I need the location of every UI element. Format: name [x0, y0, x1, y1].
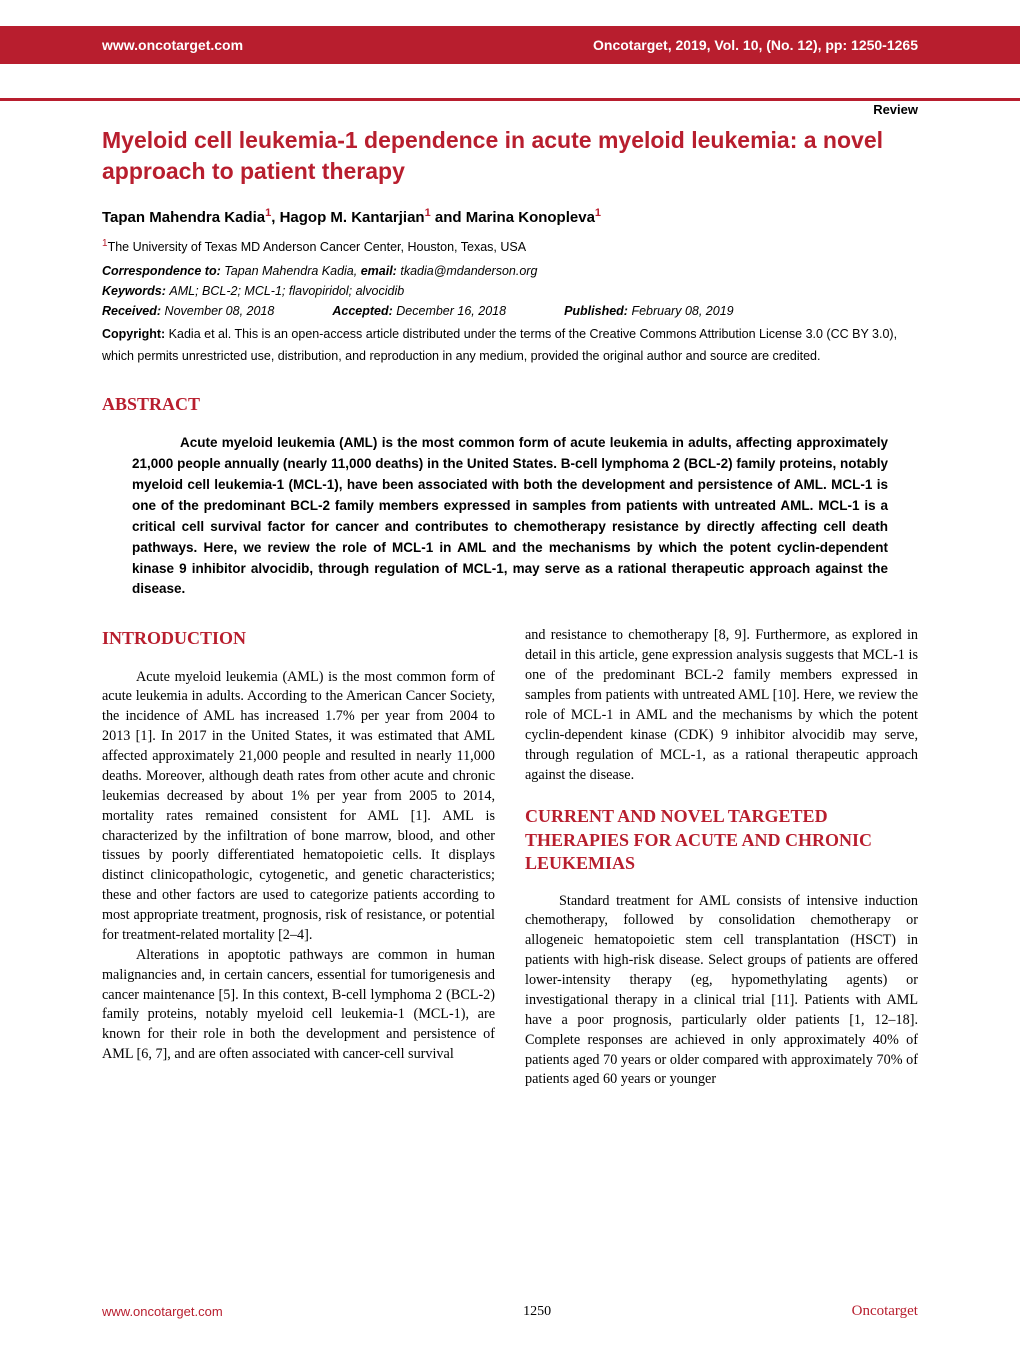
author-1: Tapan Mahendra Kadia1 [102, 209, 271, 226]
header-site-url: www.oncotarget.com [102, 37, 243, 53]
footer-page-number: 1250 [523, 1304, 551, 1320]
right-column: and resistance to chemotherapy [8, 9]. F… [525, 626, 918, 1090]
article-title: Myeloid cell leukemia-1 dependence in ac… [102, 125, 918, 187]
authors-line: Tapan Mahendra Kadia1, Hagop M. Kantarji… [102, 207, 918, 226]
article-type-label: Review [102, 102, 918, 117]
received-date: November 08, 2018 [165, 304, 275, 318]
introduction-heading: INTRODUCTION [102, 626, 495, 651]
header-citation: Oncotarget, 2019, Vol. 10, (No. 12), pp:… [593, 37, 918, 53]
footer-site-url: www.oncotarget.com [102, 1304, 223, 1319]
footer-journal-name: Oncotarget [852, 1303, 918, 1320]
received-label: Received: [102, 304, 161, 318]
two-column-body: INTRODUCTION Acute myeloid leukemia (AML… [102, 626, 918, 1090]
correspondence-email: tkadia@mdanderson.org [400, 264, 537, 278]
email-label: email: [361, 264, 397, 278]
copyright-text: Kadia et al. This is an open-access arti… [102, 327, 897, 363]
published-label: Published: [564, 304, 628, 318]
introduction-para-1: Acute myeloid leukemia (AML) is the most… [102, 668, 495, 946]
therapies-para-1: Standard treatment for AML consists of i… [525, 892, 918, 1091]
copyright-label: Copyright: [102, 327, 165, 341]
accepted-date: December 16, 2018 [396, 304, 506, 318]
introduction-para-2: Alterations in apoptotic pathways are co… [102, 946, 495, 1065]
article-main: Review Myeloid cell leukemia-1 dependenc… [0, 68, 1020, 1090]
journal-header-banner: www.oncotarget.com Oncotarget, 2019, Vol… [0, 26, 1020, 68]
page-footer: www.oncotarget.com 1250 Oncotarget [0, 1303, 1020, 1320]
therapies-heading: CURRENT AND NOVEL TARGETED THERAPIES FOR… [525, 805, 918, 875]
correspondence-name: Tapan Mahendra Kadia, [224, 264, 357, 278]
correspondence-label: Correspondence to: [102, 264, 221, 278]
dates-line: Received: November 08, 2018 Accepted: De… [102, 304, 918, 318]
left-column: INTRODUCTION Acute myeloid leukemia (AML… [102, 626, 495, 1090]
keywords-text: AML; BCL-2; MCL-1; flavopiridol; alvocid… [169, 284, 404, 298]
keywords-line: Keywords: AML; BCL-2; MCL-1; flavopirido… [102, 284, 918, 298]
author-2: Hagop M. Kantarjian1 [280, 209, 431, 226]
abstract-heading: ABSTRACT [102, 394, 918, 415]
copyright-block: Copyright: Kadia et al. This is an open-… [102, 324, 918, 368]
keywords-label: Keywords: [102, 284, 166, 298]
author-3: Marina Konopleva1 [466, 209, 601, 226]
col2-continuation-para: and resistance to chemotherapy [8, 9]. F… [525, 626, 918, 785]
correspondence-line: Correspondence to: Tapan Mahendra Kadia,… [102, 264, 918, 278]
published-date: February 08, 2019 [631, 304, 733, 318]
accepted-label: Accepted: [332, 304, 392, 318]
affiliation-line: 1The University of Texas MD Anderson Can… [102, 238, 918, 254]
abstract-body: Acute myeloid leukemia (AML) is the most… [102, 433, 918, 600]
